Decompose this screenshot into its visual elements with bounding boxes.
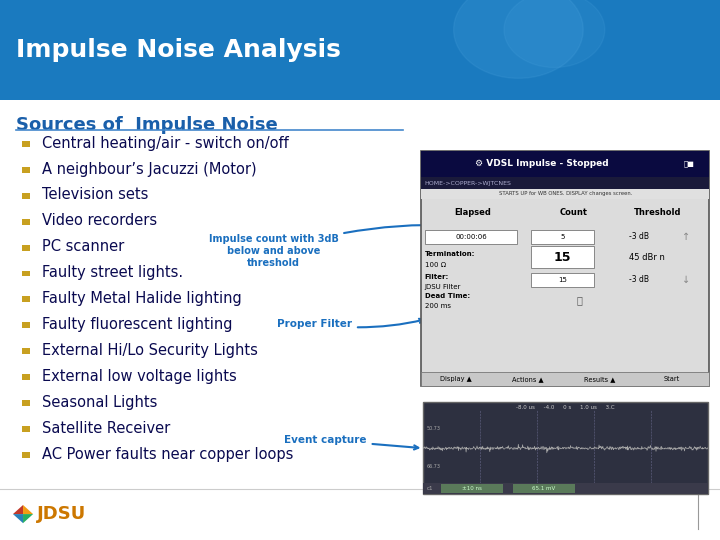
Text: Video recorders: Video recorders [42,213,157,228]
Text: ⚙ VDSL Impulse - Stopped: ⚙ VDSL Impulse - Stopped [475,159,609,168]
Text: 200 ms: 200 ms [425,302,451,309]
FancyBboxPatch shape [423,402,708,494]
FancyBboxPatch shape [421,177,709,189]
Text: 🔊: 🔊 [577,295,582,305]
Text: 5: 5 [560,233,564,240]
Circle shape [454,0,583,78]
Text: Proper Filter: Proper Filter [277,319,423,329]
Text: Dead Time:: Dead Time: [425,293,470,299]
Text: HOME->COPPER->WJTCNES: HOME->COPPER->WJTCNES [425,180,512,186]
Text: c1: c1 [427,486,433,491]
Text: Elapsed: Elapsed [454,208,492,217]
FancyBboxPatch shape [22,167,30,173]
Text: 15: 15 [558,276,567,283]
Text: STARTS UP for WB ONES. DISPLAY changes screen.: STARTS UP for WB ONES. DISPLAY changes s… [498,191,632,197]
Polygon shape [23,514,33,523]
FancyBboxPatch shape [22,348,30,354]
FancyBboxPatch shape [22,322,30,328]
Text: Seasonal Lights: Seasonal Lights [42,395,157,410]
FancyBboxPatch shape [531,273,594,287]
Circle shape [504,0,605,68]
FancyBboxPatch shape [22,374,30,380]
Text: Television sets: Television sets [42,187,148,202]
Text: Termination:: Termination: [425,251,475,257]
Text: ±10 ns: ±10 ns [462,486,482,491]
Text: A neighbour’s Jacuzzi (Motor): A neighbour’s Jacuzzi (Motor) [42,161,256,177]
FancyBboxPatch shape [421,189,709,199]
FancyBboxPatch shape [423,483,708,494]
Text: -3 dB: -3 dB [629,232,649,241]
Text: 100 Ω: 100 Ω [425,261,446,268]
Text: Satellite Receiver: Satellite Receiver [42,421,170,436]
Text: Start: Start [664,376,680,382]
Text: JDSU Filter: JDSU Filter [425,284,462,290]
Text: Faulty street lights.: Faulty street lights. [42,265,183,280]
FancyBboxPatch shape [22,296,30,302]
FancyBboxPatch shape [22,452,30,458]
Text: JDSU: JDSU [37,505,86,523]
FancyBboxPatch shape [22,245,30,251]
Text: 15: 15 [554,251,571,264]
Text: ↑: ↑ [682,232,690,241]
Text: Sources of  Impulse Noise: Sources of Impulse Noise [16,116,278,134]
Text: External Hi/Lo Security Lights: External Hi/Lo Security Lights [42,343,258,358]
Text: External low voltage lights: External low voltage lights [42,369,236,384]
Text: 📶■: 📶■ [684,160,695,167]
Text: 50.73: 50.73 [427,426,441,430]
Text: Display ▲: Display ▲ [440,376,472,382]
FancyBboxPatch shape [421,151,709,177]
FancyBboxPatch shape [531,230,594,244]
Text: ↓: ↓ [682,275,690,285]
Text: AC Power faults near copper loops: AC Power faults near copper loops [42,447,293,462]
FancyBboxPatch shape [22,193,30,199]
FancyBboxPatch shape [22,400,30,406]
Polygon shape [13,505,23,514]
FancyBboxPatch shape [22,426,30,432]
Text: 65.1 mV: 65.1 mV [532,486,556,491]
FancyBboxPatch shape [441,484,503,493]
Text: Filter:: Filter: [425,274,449,280]
Text: Impulse count with 3dB
below and above
threshold: Impulse count with 3dB below and above t… [209,225,560,268]
Text: -8.0 us     -4.0     0 s     1.0 us     3.C: -8.0 us -4.0 0 s 1.0 us 3.C [516,405,615,410]
Text: Results ▲: Results ▲ [584,376,616,382]
FancyBboxPatch shape [0,0,720,100]
FancyBboxPatch shape [22,271,30,276]
Text: 66.73: 66.73 [427,464,441,469]
Text: PC scanner: PC scanner [42,239,124,254]
FancyBboxPatch shape [513,484,575,493]
Text: Threshold: Threshold [634,208,681,217]
FancyBboxPatch shape [425,230,517,244]
Polygon shape [13,514,23,523]
FancyBboxPatch shape [22,141,30,147]
FancyBboxPatch shape [421,372,709,386]
Text: Actions ▲: Actions ▲ [512,376,544,382]
Text: Event capture: Event capture [284,435,418,449]
Text: 45 dBr n: 45 dBr n [629,253,665,261]
FancyBboxPatch shape [22,219,30,225]
Text: 00:00:06: 00:00:06 [455,233,487,240]
FancyBboxPatch shape [531,246,594,268]
Text: Impulse Noise Analysis: Impulse Noise Analysis [16,38,341,62]
Text: -3 dB: -3 dB [629,275,649,284]
Text: Central heating/air - switch on/off: Central heating/air - switch on/off [42,136,289,151]
Text: Faulty fluorescent lighting: Faulty fluorescent lighting [42,317,233,332]
Polygon shape [23,505,33,514]
FancyBboxPatch shape [421,151,709,386]
Text: Count: Count [560,208,588,217]
Text: Faulty Metal Halide lighting: Faulty Metal Halide lighting [42,291,241,306]
